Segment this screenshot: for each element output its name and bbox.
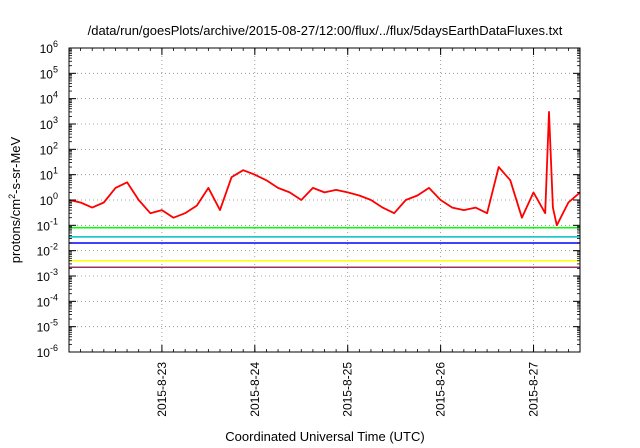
y-tick-label: 106 xyxy=(40,39,58,56)
y-tick-exponent: -6 xyxy=(50,343,58,353)
tick-marks xyxy=(68,47,581,353)
y-tick-exponent: 3 xyxy=(53,115,58,125)
y-tick-label: 10-1 xyxy=(37,216,58,233)
x-tick-label: 2015-8-27 xyxy=(527,362,541,417)
x-axis-label: Coordinated Universal Time (UTC) xyxy=(225,429,424,444)
x-tick-label: 2015-8-23 xyxy=(155,362,169,417)
y-tick-label: 101 xyxy=(40,166,58,183)
y-tick-label: 10-6 xyxy=(37,343,58,360)
y-tick-label: 103 xyxy=(40,115,58,132)
series-line xyxy=(68,111,581,227)
series-layer xyxy=(68,111,581,269)
y-tick-label: 102 xyxy=(40,140,58,157)
y-tick-exponent: -5 xyxy=(50,318,58,328)
y-tick-exponent: 1 xyxy=(53,166,58,176)
y-tick-exponent: -1 xyxy=(50,216,58,226)
y-axis-label-text: -s-sr-MeV xyxy=(8,136,23,193)
y-tick-label: 10-3 xyxy=(37,267,58,284)
grid-lines xyxy=(69,48,580,352)
x-tick-label: 2015-8-26 xyxy=(434,362,448,417)
y-tick-exponent: -4 xyxy=(50,292,58,302)
y-tick-exponent: 4 xyxy=(53,90,58,100)
y-tick-exponent: 2 xyxy=(53,140,58,150)
x-tick-labels: 2015-8-23 2015-8-24 2015-8-25 2015-8-26 2015… xyxy=(155,362,541,417)
y-tick-exponent: -3 xyxy=(50,267,58,277)
y-tick-label: 10-5 xyxy=(37,318,58,335)
y-axis-label: protons/cm2-s-sr-MeV xyxy=(7,136,23,263)
x-tick-label: 2015-8-24 xyxy=(248,362,262,417)
chart-title: /data/run/goesPlots/archive/2015-08-27/1… xyxy=(88,23,563,38)
y-tick-labels: 10-610-510-410-310-210-11001011021031041… xyxy=(37,39,58,360)
y-tick-exponent: 5 xyxy=(53,64,58,74)
y-tick-label: 104 xyxy=(40,90,58,107)
y-tick-label: 105 xyxy=(40,64,58,81)
y-tick-label: 100 xyxy=(40,191,58,208)
y-tick-exponent: 0 xyxy=(53,191,58,201)
y-axis-label-superscript: 2 xyxy=(7,194,17,199)
y-tick-label: 10-4 xyxy=(37,292,58,309)
y-tick-exponent: -2 xyxy=(50,242,58,252)
x-tick-label: 2015-8-25 xyxy=(341,362,355,417)
y-tick-exponent: 6 xyxy=(53,39,58,49)
y-axis-label-text: protons/cm xyxy=(8,199,23,263)
y-tick-label: 10-2 xyxy=(37,242,58,259)
